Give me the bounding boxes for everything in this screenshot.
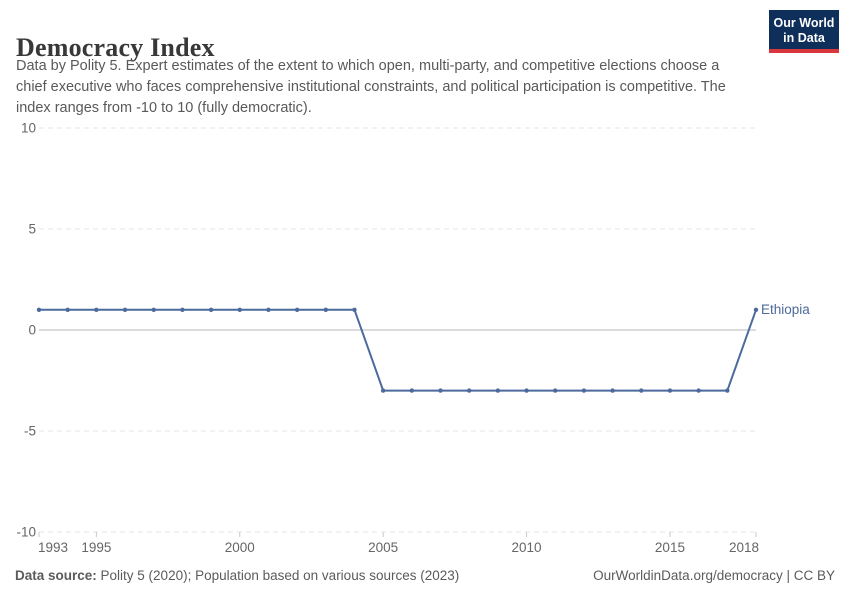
ethiopia-line[interactable] xyxy=(38,308,757,392)
data-point[interactable] xyxy=(94,307,99,312)
data-point[interactable] xyxy=(352,307,357,312)
data-point[interactable] xyxy=(467,388,472,393)
data-point[interactable] xyxy=(151,307,156,312)
subtitle-line: index ranges from -10 to 10 (fully democ… xyxy=(16,100,312,116)
x-axis-tick-label: 2010 xyxy=(512,540,542,555)
data-point[interactable] xyxy=(409,388,415,393)
data-point[interactable] xyxy=(294,307,300,312)
data-point[interactable] xyxy=(208,307,214,312)
data-source-label: Data source: xyxy=(15,568,97,583)
x-axis-tick-label: 2000 xyxy=(225,540,255,555)
y-axis-tick-label: 10 xyxy=(21,121,36,136)
series-label-ethiopia[interactable]: Ethiopia xyxy=(761,302,810,317)
y-axis-tick-label: 0 xyxy=(28,323,36,338)
data-point[interactable] xyxy=(266,307,271,312)
data-point[interactable] xyxy=(639,388,644,393)
y-axis-tick-label: 5 xyxy=(28,222,36,237)
owid-logo-line2: in Data xyxy=(783,31,825,45)
page-title: Democracy Index xyxy=(16,33,215,63)
data-point[interactable] xyxy=(696,388,701,393)
chart-footer: Data source: Polity 5 (2020); Population… xyxy=(15,568,835,583)
data-point[interactable] xyxy=(581,388,587,393)
data-point[interactable] xyxy=(438,388,443,393)
x-axis-tick-label: 2005 xyxy=(368,540,398,555)
subtitle-line: Data by Polity 5. Expert estimates of th… xyxy=(16,58,720,74)
data-point[interactable] xyxy=(237,307,242,312)
data-source-text: Polity 5 (2020); Population based on var… xyxy=(96,568,460,583)
chart-subtitle: Data by Polity 5. Expert estimates of th… xyxy=(16,56,761,119)
data-point[interactable] xyxy=(753,307,759,312)
data-point[interactable] xyxy=(495,388,501,393)
x-axis-tick-label: 1993 xyxy=(38,540,68,555)
data-point[interactable] xyxy=(553,388,558,393)
credit-link[interactable]: OurWorldinData.org/democracy | CC BY xyxy=(593,568,835,583)
x-axis-tick-label: 1995 xyxy=(81,540,111,555)
data-point[interactable] xyxy=(65,307,70,312)
data-point[interactable] xyxy=(524,388,529,393)
x-axis-tick-label: 2018 xyxy=(729,540,759,555)
data-point[interactable] xyxy=(667,388,673,393)
y-axis-tick-label: -5 xyxy=(24,424,36,439)
data-point[interactable] xyxy=(323,307,328,312)
data-point[interactable] xyxy=(180,307,185,312)
data-point[interactable] xyxy=(122,307,128,312)
subtitle-line: chief executive who faces comprehensive … xyxy=(16,79,726,95)
owid-logo-line1: Our World xyxy=(773,16,835,30)
data-point[interactable] xyxy=(36,307,42,312)
data-point[interactable] xyxy=(610,388,615,393)
data-point[interactable] xyxy=(380,388,386,393)
owid-logo[interactable]: Our World in Data xyxy=(769,10,839,53)
x-axis-tick-label: 2015 xyxy=(655,540,685,555)
data-source-note: Data source: Polity 5 (2020); Population… xyxy=(15,568,459,583)
data-point[interactable] xyxy=(725,388,730,393)
y-axis-tick-label: -10 xyxy=(16,525,36,540)
